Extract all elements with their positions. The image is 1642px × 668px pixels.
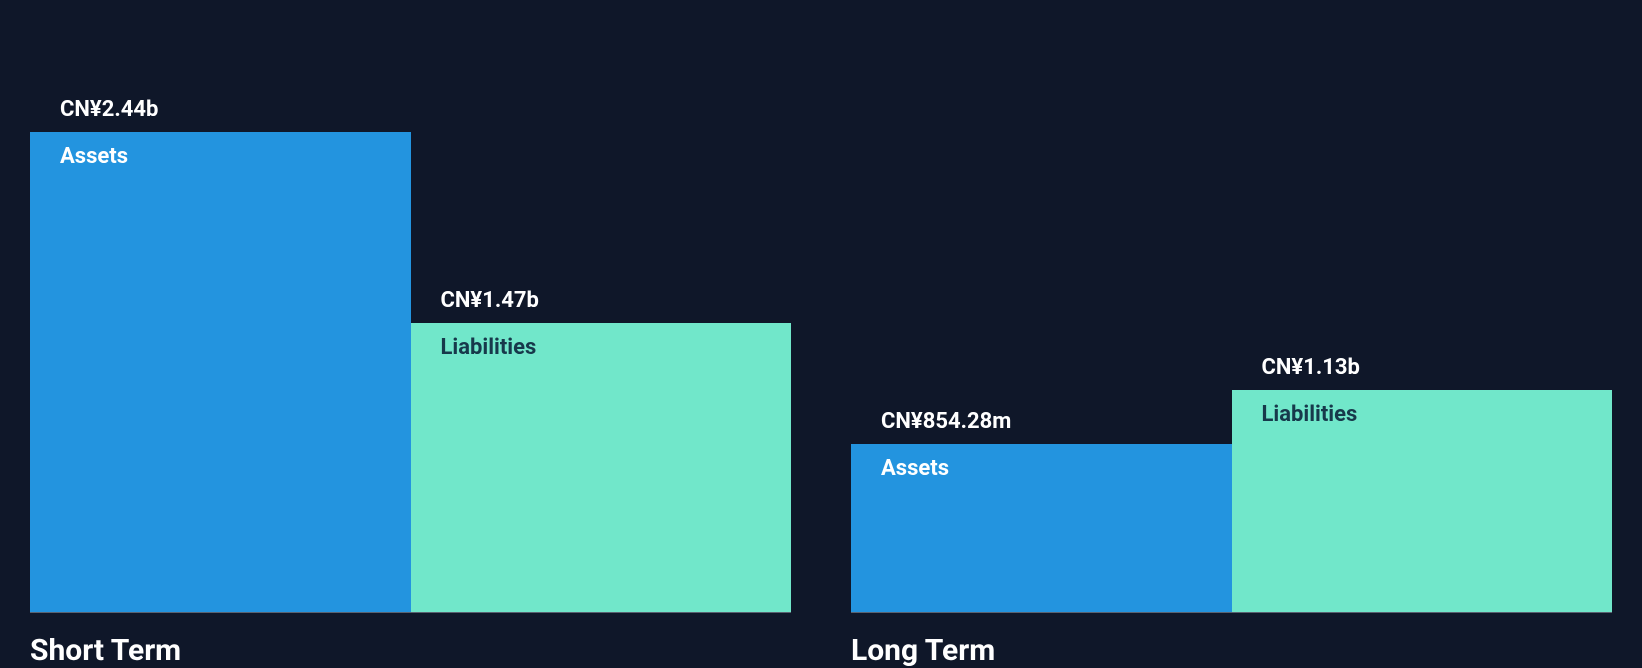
- group-title: Short Term: [30, 613, 791, 668]
- bar-wrap-assets: CN¥854.28m Assets: [851, 0, 1232, 612]
- bar-inner-label: Assets: [881, 456, 949, 481]
- bar-assets: Assets: [851, 444, 1232, 612]
- bar-wrap-liabilities: CN¥1.13b Liabilities: [1232, 0, 1613, 612]
- group-title: Long Term: [851, 613, 1612, 668]
- bar-inner-label: Liabilities: [1262, 402, 1358, 427]
- bar-inner-label: Assets: [60, 144, 128, 169]
- chart-group-long-term: CN¥854.28m Assets CN¥1.13b Liabilities L…: [851, 0, 1612, 668]
- bars-region: CN¥854.28m Assets CN¥1.13b Liabilities: [851, 0, 1612, 613]
- bar-value-label: CN¥1.47b: [411, 288, 792, 323]
- bar-inner-label: Liabilities: [441, 335, 537, 360]
- bar-liabilities: Liabilities: [411, 323, 792, 612]
- bar-liabilities: Liabilities: [1232, 390, 1613, 612]
- bar-assets: Assets: [30, 132, 411, 612]
- chart-group-short-term: CN¥2.44b Assets CN¥1.47b Liabilities Sho…: [30, 0, 791, 668]
- bar-value-label: CN¥1.13b: [1232, 355, 1613, 390]
- bar-value-label: CN¥854.28m: [851, 409, 1232, 444]
- bar-wrap-liabilities: CN¥1.47b Liabilities: [411, 0, 792, 612]
- financial-position-chart: CN¥2.44b Assets CN¥1.47b Liabilities Sho…: [0, 0, 1642, 668]
- bar-value-label: CN¥2.44b: [30, 97, 411, 132]
- bar-wrap-assets: CN¥2.44b Assets: [30, 0, 411, 612]
- bars-region: CN¥2.44b Assets CN¥1.47b Liabilities: [30, 0, 791, 613]
